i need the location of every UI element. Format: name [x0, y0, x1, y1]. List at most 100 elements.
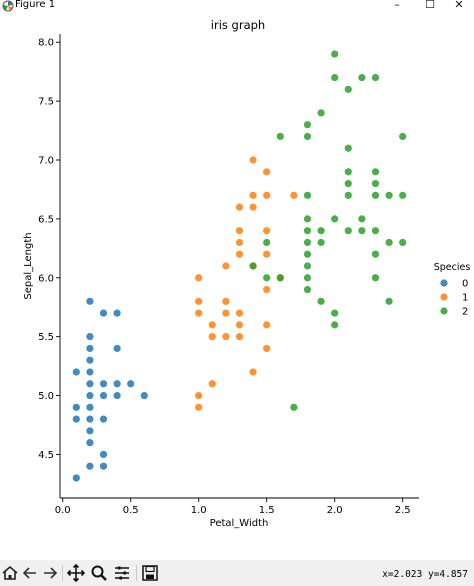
data-point-species-2 — [385, 297, 393, 305]
data-point-species-2 — [371, 73, 380, 82]
save-floppy-icon[interactable] — [141, 564, 159, 582]
zoom-magnifier-icon[interactable] — [90, 564, 108, 582]
data-point-species-2 — [331, 50, 339, 58]
y-axis-label: Sepal_Length — [23, 232, 34, 299]
legend-marker — [440, 279, 448, 287]
x-tick-label: 2.5 — [395, 505, 411, 516]
data-point-species-2 — [331, 73, 339, 82]
data-point-species-0 — [72, 403, 80, 411]
data-point-species-2 — [249, 262, 257, 270]
data-point-species-1 — [263, 285, 271, 294]
data-point-species-0 — [86, 356, 94, 364]
data-point-species-1 — [263, 321, 271, 329]
home-icon[interactable] — [1, 564, 19, 582]
data-point-species-1 — [195, 391, 203, 400]
data-point-species-1 — [208, 333, 216, 341]
data-point-species-2 — [371, 227, 380, 235]
data-point-species-2 — [344, 191, 352, 199]
data-point-species-2 — [331, 321, 339, 329]
data-point-species-0 — [72, 415, 80, 423]
x-tick-label: 1.5 — [259, 505, 275, 516]
data-point-species-0 — [113, 344, 121, 353]
data-point-species-0 — [113, 309, 121, 317]
data-point-species-0 — [86, 403, 94, 411]
data-point-species-1 — [235, 238, 244, 247]
data-point-species-0 — [86, 427, 94, 435]
data-point-species-1 — [263, 250, 271, 258]
data-point-species-1 — [222, 333, 230, 341]
cursor-coordinates: x=2.023 y=4.857 — [382, 569, 468, 580]
y-tick-label: 4.5 — [38, 450, 54, 461]
data-point-species-0 — [127, 380, 135, 388]
data-point-species-2 — [371, 191, 380, 199]
toolbar-separator — [136, 565, 137, 581]
data-point-species-1 — [263, 168, 271, 176]
data-point-species-1 — [235, 321, 244, 329]
data-point-species-1 — [249, 156, 257, 164]
x-tick-label: 0.0 — [55, 505, 71, 516]
legend-items: 0 1 2 — [440, 279, 468, 318]
data-point-species-0 — [113, 380, 121, 388]
data-point-species-1 — [208, 321, 216, 329]
data-point-species-2 — [371, 168, 380, 176]
data-point-species-2 — [303, 238, 312, 247]
close-button[interactable]: ✕ — [454, 0, 464, 11]
back-arrow-icon[interactable] — [21, 564, 39, 582]
data-point-species-0 — [86, 380, 94, 388]
data-point-species-0 — [86, 391, 94, 400]
maximize-button[interactable]: ☐ — [425, 0, 435, 11]
data-point-species-0 — [99, 380, 108, 388]
data-point-species-2 — [263, 274, 271, 282]
ticks-layer: 0.0 0.5 1.0 1.5 2.0 2.5 4.5 5.0 5.5 6.0 6.5 7.0 7.5 8… — [38, 38, 411, 516]
data-point-species-2 — [276, 274, 284, 282]
data-point-species-0 — [140, 391, 148, 400]
data-point-species-2 — [303, 121, 312, 129]
data-point-species-2 — [344, 179, 352, 188]
data-point-species-0 — [99, 391, 108, 400]
legend-marker — [440, 307, 448, 315]
data-point-species-0 — [72, 368, 80, 376]
data-point-species-1 — [195, 309, 203, 317]
data-point-species-2 — [303, 132, 312, 141]
legend-title: Species — [434, 262, 471, 273]
data-point-species-1 — [235, 250, 244, 258]
axes-layer — [59, 34, 419, 499]
legend-label: 0 — [462, 279, 468, 290]
data-point-species-1 — [263, 227, 271, 235]
data-point-species-0 — [86, 462, 94, 470]
legend-marker — [440, 293, 448, 301]
data-point-species-1 — [195, 297, 203, 305]
data-point-species-0 — [99, 415, 108, 423]
data-point-species-2 — [290, 403, 298, 411]
minimize-button[interactable]: – — [394, 0, 400, 11]
data-point-species-2 — [399, 238, 407, 247]
data-point-species-0 — [99, 462, 108, 470]
chart-title: iris graph — [211, 18, 265, 32]
legend-label: 2 — [462, 307, 468, 318]
data-point-species-1 — [263, 344, 271, 353]
data-point-species-2 — [303, 250, 312, 258]
data-point-species-2 — [344, 85, 352, 93]
data-point-species-2 — [358, 227, 366, 235]
data-point-species-1 — [235, 309, 244, 317]
data-point-species-1 — [222, 297, 230, 305]
configure-subplots-icon[interactable] — [113, 564, 131, 582]
data-point-species-1 — [249, 191, 257, 199]
data-point-species-2 — [344, 144, 352, 152]
data-point-species-0 — [86, 415, 94, 423]
window-title: Figure 1 — [15, 0, 56, 10]
data-point-species-2 — [303, 274, 312, 282]
data-point-species-0 — [99, 450, 108, 459]
data-point-species-0 — [113, 391, 121, 400]
data-point-species-0 — [99, 309, 108, 317]
data-point-species-1 — [249, 203, 257, 211]
data-point-species-2 — [344, 227, 352, 235]
forward-arrow-icon[interactable] — [41, 564, 59, 582]
y-tick-label: 6.0 — [38, 273, 54, 284]
data-point-species-2 — [263, 238, 271, 247]
pan-move-icon[interactable] — [67, 564, 85, 582]
data-point-species-1 — [235, 203, 244, 211]
matplotlib-logo-icon — [2, 0, 14, 12]
data-point-species-2 — [399, 132, 407, 141]
window-titlebar: Figure 1 – ☐ ✕ — [0, 0, 474, 13]
